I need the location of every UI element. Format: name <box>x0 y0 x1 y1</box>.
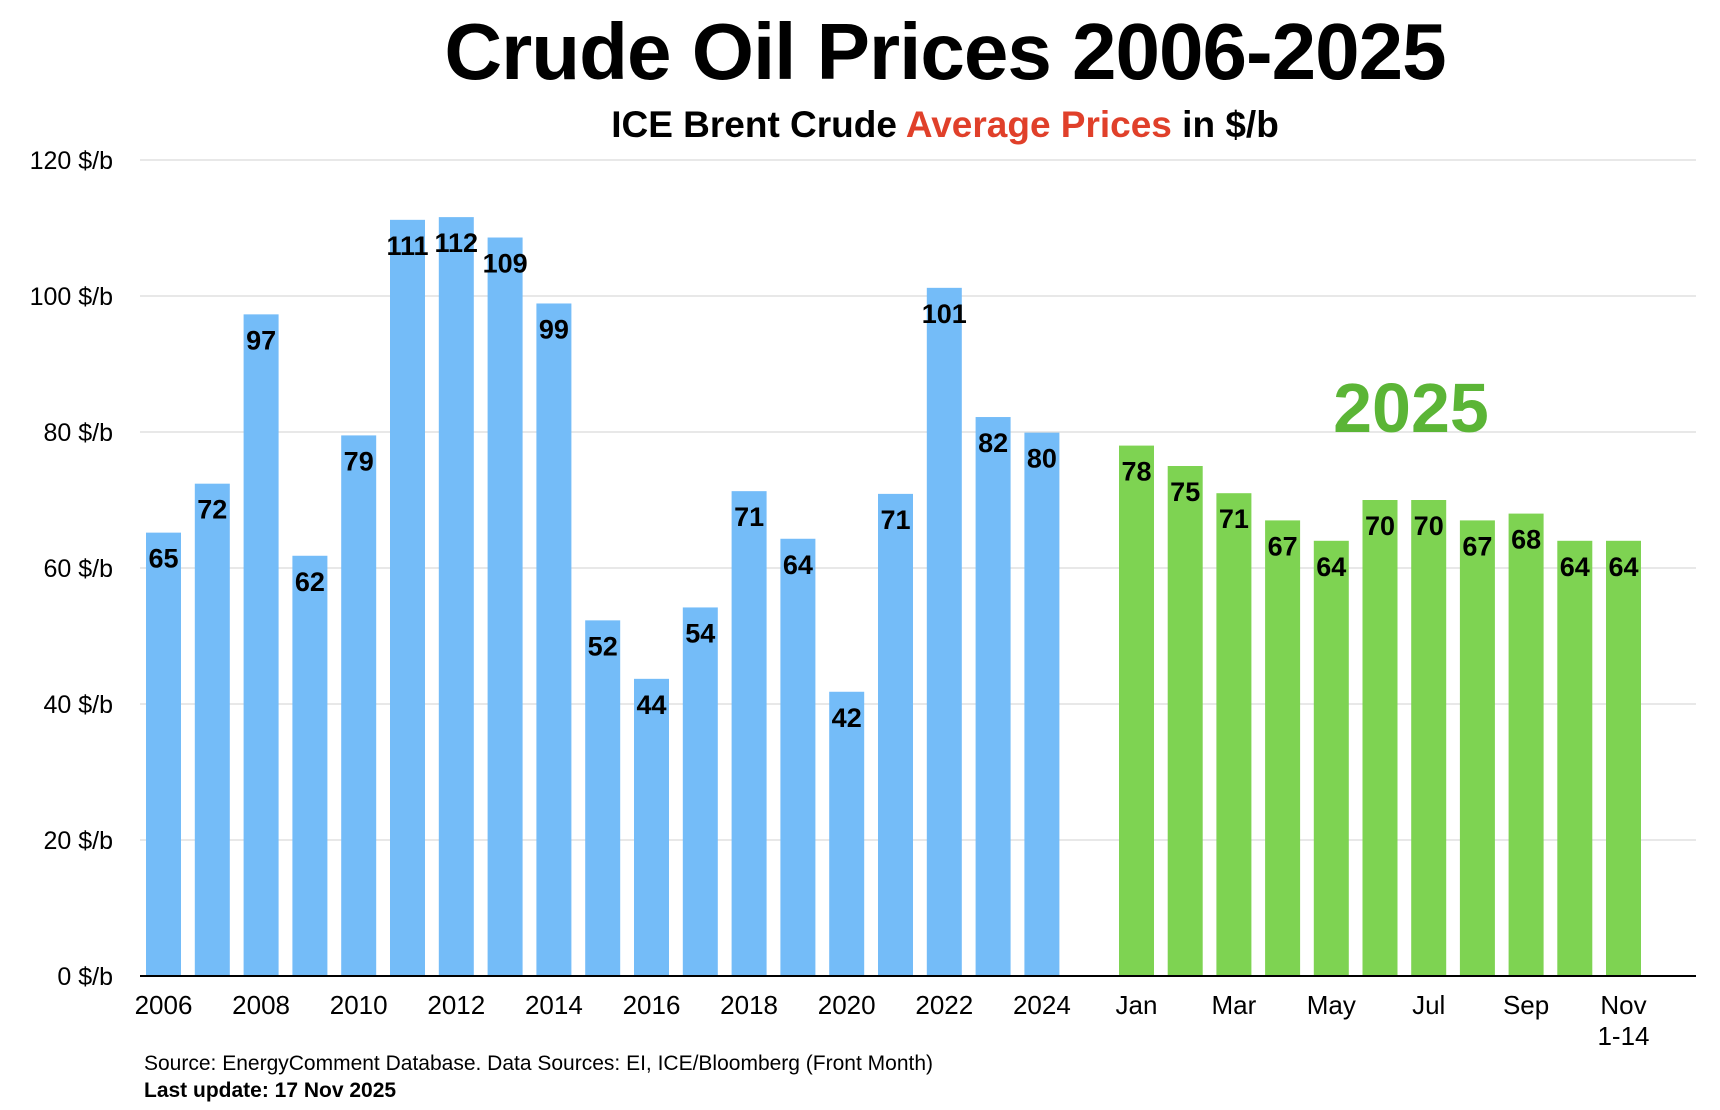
y-tick-label: 20 $/b <box>43 827 113 855</box>
bar-2015 <box>585 620 621 976</box>
bar-2008 <box>243 314 279 976</box>
data-label: 67 <box>1268 531 1298 561</box>
bar-2020 <box>829 691 865 976</box>
y-tick-label: 40 $/b <box>43 691 113 719</box>
y-tick-label: 100 $/b <box>30 283 113 311</box>
x-tick-label: 2008 <box>232 990 290 1020</box>
bar-2016 <box>634 678 669 976</box>
data-label: 52 <box>588 631 618 661</box>
x-tick-label: Jul <box>1412 990 1445 1020</box>
data-label: 62 <box>295 567 325 597</box>
data-label: 64 <box>1608 552 1638 582</box>
y-tick-label: 120 $/b <box>30 147 113 175</box>
data-label: 71 <box>880 505 910 535</box>
x-tick-label: 2006 <box>135 990 193 1020</box>
x-tick-label: 2014 <box>525 990 583 1020</box>
bar-Oct <box>1557 540 1593 976</box>
bars <box>146 217 1641 977</box>
bar-Feb <box>1167 466 1203 976</box>
x-tick-label: 2018 <box>720 990 778 1020</box>
bar-2009 <box>292 555 328 976</box>
x-tick-label: Nov <box>1600 990 1646 1020</box>
y-axis-ticks: 0 $/b 20 $/b 40 $/b 60 $/b 80 $/b 100 $/b 120 … <box>30 147 113 991</box>
bar-2021 <box>878 493 913 976</box>
x-tick-label: 2022 <box>915 990 973 1020</box>
data-label: 79 <box>344 446 374 476</box>
bar-Apr <box>1265 520 1301 976</box>
data-label: 97 <box>246 325 276 355</box>
bar-Mar <box>1216 493 1252 976</box>
bar-2018 <box>731 491 767 976</box>
data-label: 71 <box>734 502 764 532</box>
bar-2024 <box>1024 432 1060 976</box>
data-label: 71 <box>1219 504 1249 534</box>
bar-2017 <box>682 607 718 976</box>
bar-Nov-1-14 <box>1606 540 1641 976</box>
bar-Sep <box>1508 513 1544 976</box>
x-axis-ticks: 2006 2008 2010 2012 2014 2016 2018 2020 2022 2024… <box>135 990 1650 1051</box>
data-label: 72 <box>197 495 227 525</box>
data-label: 68 <box>1511 525 1541 555</box>
x-tick-label: Jan <box>1116 990 1158 1020</box>
bar-Aug <box>1459 520 1495 976</box>
bar-Jan <box>1119 445 1154 977</box>
data-label: 64 <box>1316 552 1346 582</box>
bar-2022 <box>926 287 962 977</box>
y-tick-label: 60 $/b <box>43 555 113 583</box>
last-update-note: Last update: 17 Nov 2025 <box>144 1079 397 1102</box>
bar-May <box>1313 540 1349 976</box>
data-label: 67 <box>1462 531 1492 561</box>
x-tick-label: May <box>1307 990 1356 1020</box>
data-label: 65 <box>148 544 178 574</box>
x-tick-label: 2024 <box>1013 990 1071 1020</box>
data-label: 64 <box>783 550 813 580</box>
bar-2019 <box>780 538 816 976</box>
bar-2014 <box>536 303 572 977</box>
bar-2013 <box>487 237 523 976</box>
y-tick-label: 80 $/b <box>43 419 113 447</box>
year-2025-annotation: 2025 <box>1333 369 1489 447</box>
data-label: 75 <box>1170 477 1200 507</box>
x-tick-label: 2010 <box>330 990 388 1020</box>
subtitle-accent: Average Prices <box>905 104 1172 145</box>
bar-2007 <box>194 483 230 976</box>
bar-Jun <box>1362 500 1398 976</box>
bar-2023 <box>975 417 1011 976</box>
subtitle-part-2: in $/b <box>1171 104 1279 145</box>
data-label: 78 <box>1121 457 1151 487</box>
data-label: 44 <box>636 690 666 720</box>
chart-subtitle: ICE Brent Crude Average Prices in $/b <box>0 104 1720 146</box>
source-note: Source: EnergyComment Database. Data Sou… <box>144 1052 934 1075</box>
data-label: 109 <box>483 249 528 279</box>
data-label: 70 <box>1365 511 1395 541</box>
x-tick-label: 2012 <box>427 990 485 1020</box>
data-label: 99 <box>539 314 569 344</box>
data-label: 70 <box>1414 511 1444 541</box>
x-tick-label: Mar <box>1212 990 1257 1020</box>
data-label: 111 <box>386 231 428 261</box>
data-label: 42 <box>832 703 862 733</box>
bar-2012 <box>438 217 474 976</box>
data-label: 112 <box>435 228 479 258</box>
data-label: 82 <box>978 428 1008 458</box>
bar-Jul <box>1411 500 1447 976</box>
x-tick-label: 2020 <box>818 990 876 1020</box>
x-tick-label: Sep <box>1503 990 1549 1020</box>
bar-2006 <box>146 532 181 976</box>
x-tick-label: 2016 <box>623 990 681 1020</box>
data-label: 101 <box>922 299 967 329</box>
subtitle-part-1: ICE Brent Crude <box>611 104 906 145</box>
bar-2011 <box>390 219 425 977</box>
x-tick-sublabel: 1-14 <box>1597 1021 1649 1051</box>
data-label: 80 <box>1027 444 1057 474</box>
data-label: 54 <box>685 618 715 648</box>
y-tick-label: 0 $/b <box>57 963 113 991</box>
chart-title: Crude Oil Prices 2006-2025 <box>444 7 1446 96</box>
bar-2010 <box>341 435 377 976</box>
data-label: 64 <box>1560 552 1590 582</box>
